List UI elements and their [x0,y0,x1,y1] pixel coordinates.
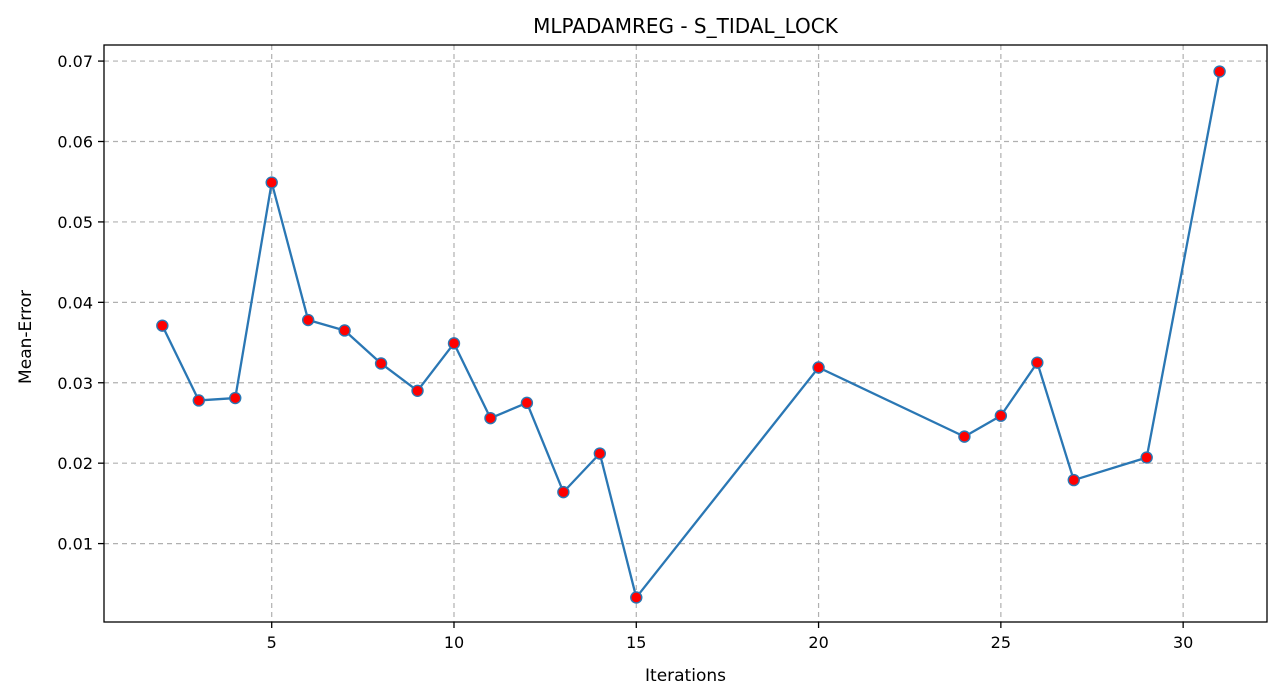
series-line [161,71,1221,599]
y-tick-label: 0.07 [57,52,93,71]
data-point [447,337,461,350]
y-tick-label: 0.05 [57,213,93,232]
data-point [156,319,169,332]
x-tick-label: 20 [808,633,828,652]
data-point [557,485,570,499]
data-point [229,391,242,405]
y-tick-label: 0.04 [57,293,93,312]
series-layer [156,65,1226,604]
grid-layer [104,45,1267,622]
data-point [265,176,278,189]
data-point [411,384,424,397]
y-tick-label: 0.01 [57,535,93,554]
x-axis-label: Iterations [645,666,726,686]
x-tick-label: 15 [626,633,646,652]
y-axis-label: Mean-Error [16,290,36,384]
y-tick-label: 0.03 [57,374,93,393]
data-point [1031,356,1044,369]
x-tick-label: 25 [991,633,1011,652]
data-point [484,411,497,425]
data-point [1067,473,1080,487]
data-point [301,313,315,327]
data-point [374,357,388,370]
data-point [630,591,643,604]
data-point [520,396,534,410]
data-point [812,361,825,374]
x-tick-label: 5 [267,633,277,652]
tick-layer: 5 10 15 20 25 30 0.01 0.02 0.03 0.04 0.05 0.06 0.07 [57,52,1193,652]
chart-title: MLPADAMREG - S_TIDAL_LOCK [533,14,839,38]
y-tick-label: 0.06 [57,133,93,152]
y-tick-label: 0.02 [57,454,93,473]
data-point [192,394,205,407]
data-point [994,409,1008,422]
data-point [338,324,351,337]
data-point [1213,65,1226,78]
data-point [958,430,971,443]
data-point [1140,451,1153,464]
data-point [593,447,607,460]
plot-frame [103,44,1268,623]
x-tick-label: 10 [444,633,464,652]
x-tick-label: 30 [1173,633,1193,652]
